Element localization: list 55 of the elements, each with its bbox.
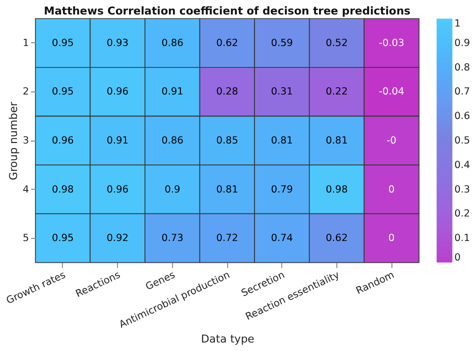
color-bar-label: 0.8	[454, 62, 470, 74]
data-label: 0	[388, 233, 395, 244]
data-label: 0.98	[326, 184, 348, 196]
data-label: 0.52	[326, 38, 348, 49]
y-tick-label: 1	[22, 38, 30, 49]
y-tick-label: 4	[22, 184, 30, 196]
data-label: -0	[386, 136, 396, 147]
data-label: -0.03	[378, 38, 404, 49]
data-label: 0.96	[106, 184, 129, 196]
chart-title: Matthews Correlation coefficient of decison tree predictions	[44, 4, 410, 18]
y-tick-label: 5	[22, 233, 30, 244]
data-label: 0.28	[216, 86, 238, 98]
data-label: 0.74	[271, 233, 293, 244]
data-label: 0.59	[271, 38, 293, 49]
data-label: 0.92	[106, 233, 129, 244]
data-label: 0.22	[326, 86, 348, 98]
data-label: 0.98	[52, 184, 74, 196]
data-label: 0.72	[216, 233, 238, 244]
data-label: 0.9	[164, 184, 180, 196]
color-bar-label: 0.2	[454, 208, 470, 220]
color-bar-label: 0.1	[454, 233, 470, 244]
y-tick-label: 3	[22, 136, 30, 147]
color-bar-label: 0.7	[454, 86, 470, 98]
data-label: 0.95	[52, 38, 74, 49]
data-label: 0.31	[271, 86, 293, 98]
data-label: 0	[388, 184, 395, 196]
data-label: 0.81	[216, 184, 238, 196]
x-axis-title: Data type	[200, 332, 255, 346]
data-label: 0.62	[326, 233, 348, 244]
data-label: 0.86	[161, 136, 184, 147]
data-label: 0.86	[161, 38, 184, 49]
data-label: 0.91	[106, 136, 129, 147]
color-bar-label: 0.9	[454, 38, 470, 49]
data-label: 0.95	[52, 233, 74, 244]
color-bar-label: 0.5	[454, 136, 470, 147]
data-label: 0.95	[52, 86, 74, 98]
data-label: 0.79	[271, 184, 293, 196]
data-label: 0.91	[161, 86, 184, 98]
color-bar-label: 1	[454, 18, 461, 30]
data-label: 0.96	[106, 86, 129, 98]
data-label: 0.81	[271, 136, 293, 147]
data-label: 0.81	[326, 136, 348, 147]
data-label: 0.93	[106, 38, 129, 49]
color-bar-label: 0	[454, 252, 461, 264]
data-label: -0.04	[378, 86, 404, 98]
color-bar-label: 0.4	[454, 160, 470, 171]
y-tick-label: 2	[22, 86, 30, 98]
color-bar-label: 0.3	[454, 184, 470, 196]
data-label: 0.73	[161, 233, 184, 244]
data-label: 0.96	[52, 136, 74, 147]
y-axis-title: Group number	[6, 101, 20, 180]
data-label: 0.62	[216, 38, 238, 49]
color-bar-label: 0.6	[454, 111, 470, 122]
x-tick-label: Genes	[144, 270, 177, 293]
data-label: 0.85	[216, 136, 238, 147]
